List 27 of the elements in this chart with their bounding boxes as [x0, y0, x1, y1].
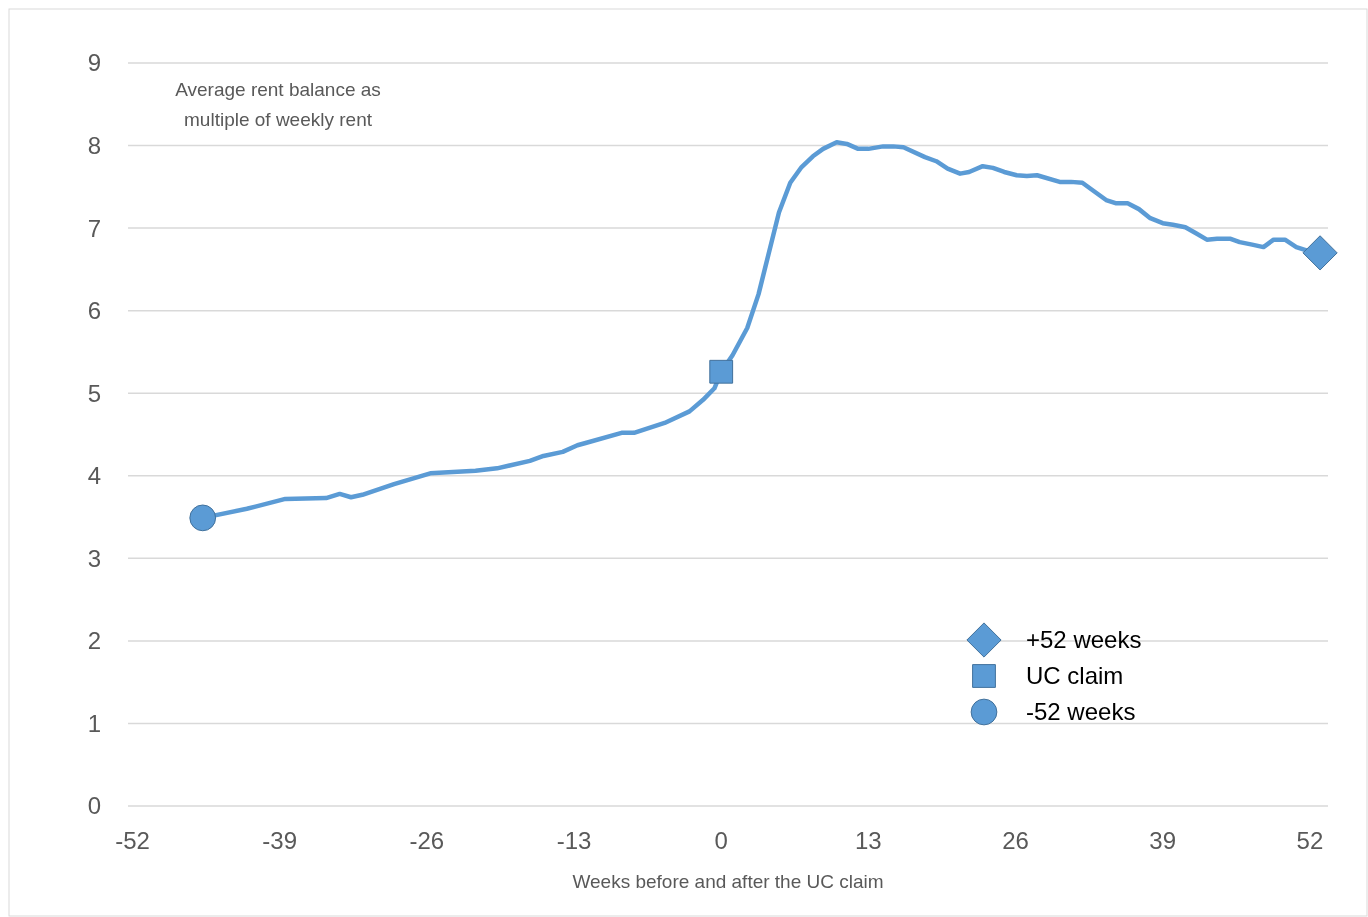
x-tick-label: -13 [556, 827, 592, 854]
x-tick-label: -52 [115, 827, 150, 854]
x-tick-label: -26 [409, 827, 445, 854]
legend-label: -52 weeks [1026, 698, 1136, 726]
y-tick-label: 0 [87, 792, 101, 820]
y-tick-label: 9 [87, 49, 101, 77]
y-axis-title: Average rent balance as multiple of weekly rent [175, 79, 381, 130]
y-tick-label: 5 [87, 379, 101, 407]
x-tick-label: 26 [1002, 827, 1029, 854]
point [1302, 235, 1338, 271]
point [189, 504, 217, 532]
x-tick-label: 52 [1296, 827, 1324, 854]
point [709, 359, 734, 384]
y-tick-label: 6 [87, 297, 101, 325]
x-tick-label: 39 [1149, 827, 1177, 854]
legend-label: +52 weeks [1026, 626, 1142, 654]
x-axis-title: Weeks before and after the UC claim [572, 871, 884, 892]
y-tick-label: 1 [87, 709, 101, 737]
x-tick-label: 0 [714, 827, 728, 854]
y-tick-label: 2 [87, 627, 101, 655]
y-tick-label: 8 [87, 131, 101, 159]
y-tick-label: 3 [87, 544, 101, 572]
x-tick-label: 13 [855, 827, 882, 854]
legend-label: UC claim [1026, 662, 1124, 690]
y-tick-label: 4 [87, 462, 101, 490]
x-tick-label: -39 [262, 827, 298, 854]
y-tick-label: 7 [87, 214, 101, 242]
